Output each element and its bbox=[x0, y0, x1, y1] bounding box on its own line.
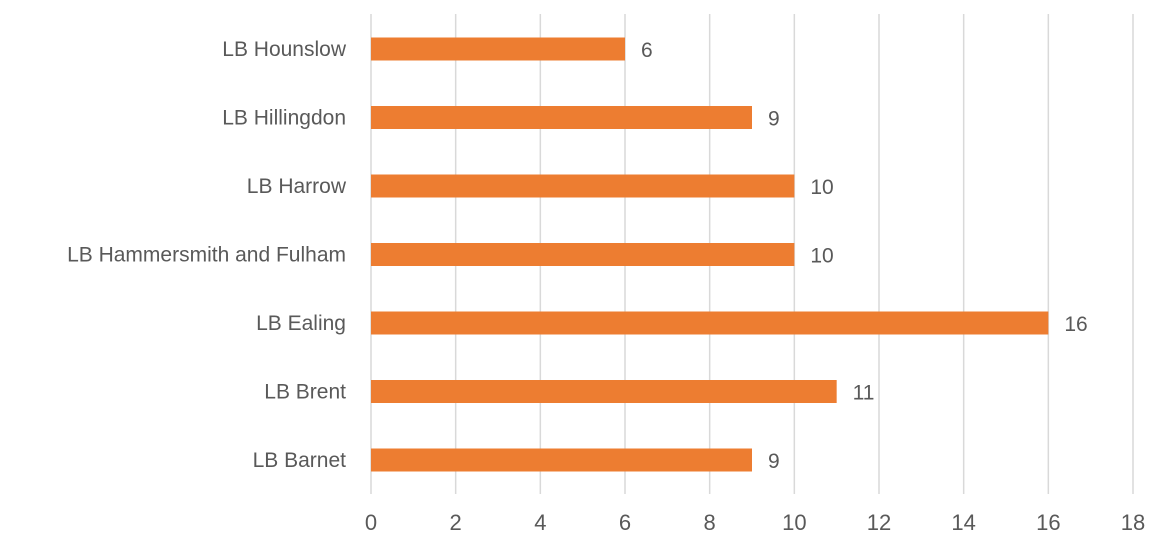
x-tick-label: 18 bbox=[1121, 510, 1145, 535]
data-label: 10 bbox=[810, 245, 833, 268]
bar bbox=[371, 174, 795, 198]
category-label: LB Ealing bbox=[256, 312, 346, 335]
x-tick-label: 10 bbox=[782, 510, 806, 535]
x-tick-label: 2 bbox=[450, 510, 462, 535]
x-tick-label: 16 bbox=[1036, 510, 1060, 535]
data-label: 10 bbox=[810, 176, 833, 199]
value-labels: 6 9 10 10 16 11 9 bbox=[641, 39, 1088, 473]
category-label: LB Hounslow bbox=[222, 38, 347, 61]
data-label: 11 bbox=[853, 382, 875, 405]
x-tick-label: 4 bbox=[534, 510, 546, 535]
category-labels: LB Hounslow LB Hillingdon LB Harrow LB Hamm… bbox=[67, 38, 347, 472]
category-label: LB Harrow bbox=[247, 175, 347, 198]
bar bbox=[371, 243, 795, 266]
data-label: 9 bbox=[768, 450, 780, 473]
x-axis-ticks: 0 2 4 6 8 10 12 14 16 18 bbox=[365, 510, 1145, 535]
x-tick-label: 0 bbox=[365, 510, 377, 535]
bar bbox=[371, 106, 752, 129]
category-label: LB Barnet bbox=[253, 449, 347, 472]
category-label: LB Brent bbox=[264, 381, 346, 404]
data-label: 9 bbox=[768, 108, 780, 131]
bar bbox=[371, 448, 752, 472]
x-tick-label: 6 bbox=[619, 510, 631, 535]
data-label: 16 bbox=[1064, 313, 1087, 336]
x-tick-label: 12 bbox=[867, 510, 891, 535]
category-label: LB Hillingdon bbox=[222, 107, 346, 130]
category-label: LB Hammersmith and Fulham bbox=[67, 244, 346, 267]
bar bbox=[371, 311, 1049, 335]
bar bbox=[371, 380, 837, 403]
data-label: 6 bbox=[641, 39, 653, 62]
x-tick-label: 14 bbox=[951, 510, 975, 535]
x-tick-label: 8 bbox=[704, 510, 716, 535]
bars bbox=[371, 37, 1049, 472]
bar bbox=[371, 37, 625, 61]
